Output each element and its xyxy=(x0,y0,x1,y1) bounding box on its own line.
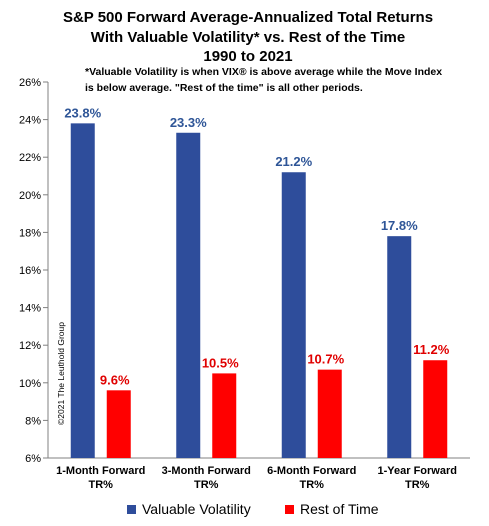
legend-label-valuable-volatility: Valuable Volatility xyxy=(142,501,251,517)
y-tick-label: 20% xyxy=(19,190,41,202)
y-tick-label: 6% xyxy=(25,453,41,465)
data-label-rest-of-time-3: 10.7% xyxy=(307,352,344,367)
y-tick-label: 24% xyxy=(19,115,41,127)
legend-swatch-rest-of-time xyxy=(285,505,294,514)
chart-legend: Valuable Volatility Rest of Time xyxy=(127,501,379,517)
y-tick-label: 14% xyxy=(19,303,41,315)
bar-rest-of-time-1 xyxy=(106,390,131,458)
category-label-4-line-1: 1-Year Forward xyxy=(378,465,457,477)
y-tick-label: 22% xyxy=(19,152,41,164)
data-label-rest-of-time-2: 10.5% xyxy=(202,355,239,370)
data-label-rest-of-time-1: 9.6% xyxy=(100,372,130,387)
category-label-4-line-2: TR% xyxy=(405,479,430,491)
data-label-valuable-volatility-1: 23.8% xyxy=(64,105,101,120)
chart-title-line-3: 1990 to 2021 xyxy=(203,48,292,65)
y-tick-label: 18% xyxy=(19,227,41,239)
bar-valuable-volatility-4 xyxy=(387,236,412,458)
y-tick-label: 16% xyxy=(19,265,41,277)
category-label-3-line-2: TR% xyxy=(300,479,325,491)
data-label-valuable-volatility-2: 23.3% xyxy=(170,115,207,130)
bar-valuable-volatility-2 xyxy=(176,132,201,458)
data-label-valuable-volatility-3: 21.2% xyxy=(275,154,312,169)
legend-label-rest-of-time: Rest of Time xyxy=(300,501,379,517)
data-label-rest-of-time-4: 11.2% xyxy=(413,342,450,357)
category-label-2-line-1: 3-Month Forward xyxy=(162,465,251,477)
chart-footnote: *Valuable Volatility is when VIX® is abo… xyxy=(85,66,442,94)
legend-swatch-valuable-volatility xyxy=(127,505,136,514)
bar-rest-of-time-4 xyxy=(423,360,448,458)
category-label-2-line-2: TR% xyxy=(194,479,219,491)
y-tick-label: 10% xyxy=(19,378,41,390)
footnote-line-1: *Valuable Volatility is when VIX® is abo… xyxy=(85,66,442,78)
copyright-text: ©2021 The Leuthold Group xyxy=(56,322,66,425)
bar-valuable-volatility-1 xyxy=(70,123,95,459)
bar-rest-of-time-2 xyxy=(212,373,237,458)
y-tick-label: 12% xyxy=(19,340,41,352)
bar-rest-of-time-3 xyxy=(317,369,342,458)
chart-title-line-2: With Valuable Volatility* vs. Rest of th… xyxy=(91,29,405,46)
y-tick-label: 26% xyxy=(19,77,41,89)
chart-title-line-1: S&P 500 Forward Average-Annualized Total… xyxy=(63,9,433,26)
chart-bars xyxy=(70,123,448,459)
category-label-1-line-1: 1-Month Forward xyxy=(56,465,145,477)
data-label-valuable-volatility-4: 17.8% xyxy=(381,218,418,233)
category-label-3-line-1: 6-Month Forward xyxy=(267,465,356,477)
chart-title-block: S&P 500 Forward Average-Annualized Total… xyxy=(63,9,433,65)
chart-data-labels: 23.8% 9.6% 23.3% 10.5% 21.2% 10.7% 17.8% 11.2% xyxy=(64,105,449,387)
y-tick-label: 8% xyxy=(25,415,41,427)
category-label-1-line-2: TR% xyxy=(89,479,114,491)
chart-axes: 6% 8% 10% 12% 14% 16% 18% 20% 22% 24% 26% xyxy=(19,77,470,465)
bar-valuable-volatility-3 xyxy=(281,172,306,459)
footnote-line-2: is below average. "Rest of the time" is … xyxy=(85,82,363,94)
chart-category-labels: 1-Month Forward TR% 3-Month Forward TR% 6-Mo… xyxy=(56,465,457,491)
